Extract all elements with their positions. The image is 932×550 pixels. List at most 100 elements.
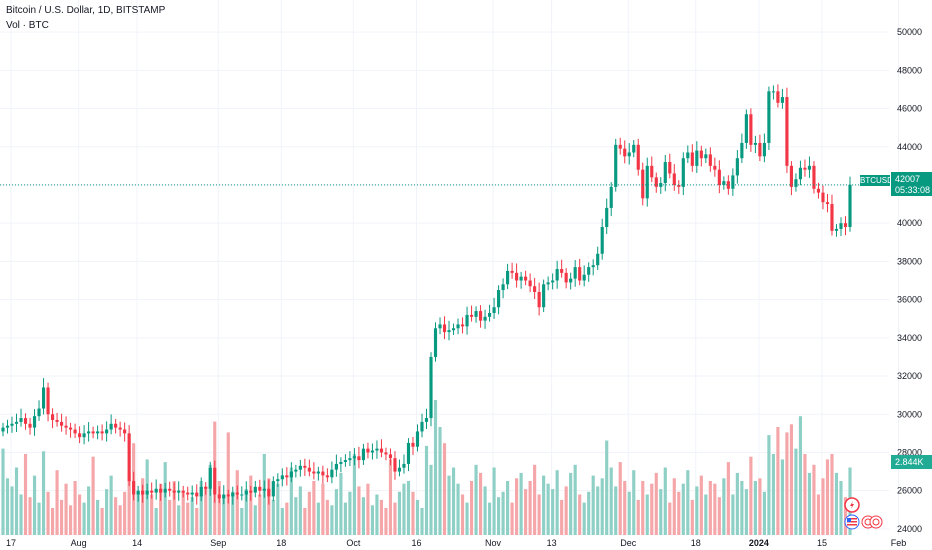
volume-bar [375,494,379,535]
candle [515,263,519,288]
us-flag-icon[interactable] [869,515,883,529]
candle-body [469,314,474,317]
volume-bar [708,481,712,535]
date-tick-label: 18 [276,538,286,548]
volume-bar [141,478,145,535]
volume-bar [672,478,676,535]
volume-bar [758,478,762,535]
candle-body [154,488,158,493]
grid-lines [0,0,900,535]
date-tick-label: Dec [620,538,637,548]
candle-body [375,448,379,451]
candle-body [816,188,821,193]
candle-body [100,431,104,434]
candle-body [600,227,604,254]
candle-body [159,488,163,493]
candle-body [442,324,447,333]
volume-bar [812,464,816,535]
volume-bar [424,445,429,535]
date-tick-label: 13 [547,538,557,548]
date-tick-label: 18 [691,538,701,548]
candle [69,422,73,438]
candle-body [713,165,717,170]
price-tick-label: 36000 [897,295,922,305]
candle [749,108,753,152]
volume-bar [537,494,541,535]
candle-body [348,458,352,461]
candle-body [533,286,537,292]
lightning-icon[interactable] [844,497,860,513]
candle-body [460,324,465,327]
candle-body [614,144,618,187]
price-tick-label: 30000 [897,409,922,419]
volume-bar [776,427,780,535]
candle-body [123,429,127,434]
candle [582,265,586,287]
volume-bar [195,508,199,535]
time-axis[interactable]: 17 Aug 14 Sep 18 Oct 16 Nov 13 Dec 18 2024 15 Feb [6,538,906,548]
candle-body [231,492,235,497]
candle-body [41,387,46,409]
candle [753,135,757,154]
candle [177,481,181,501]
volume-bar [803,454,807,535]
volume-bar [614,486,618,535]
candle [785,87,789,173]
volume-bar [50,508,55,535]
candle [235,485,239,500]
volume-bar [240,508,244,535]
volume-bar [114,497,118,535]
candle [726,175,730,195]
candle [690,144,694,172]
candle [762,133,766,163]
candle-body [591,265,595,268]
candle-body [222,494,226,499]
candle-body [145,490,149,495]
candle [420,413,424,438]
candle-body [830,204,834,231]
us-flag-icon[interactable] [844,514,860,530]
candle-body [105,429,109,434]
candle-body [528,280,532,287]
candle-body [596,253,600,266]
candle-body [717,169,721,185]
date-tick-label: Nov [485,538,502,548]
volume-bar [780,459,784,535]
candle [825,193,830,213]
candle-body [316,471,320,474]
candle-body [294,469,298,472]
candle [456,318,460,335]
candle-body [298,465,302,470]
candle [14,413,19,433]
volume-bar [397,491,402,535]
candle [821,185,825,210]
candle-body [325,475,329,478]
candle [451,323,456,335]
candle-body [798,167,803,180]
candle [609,182,613,217]
candle [123,422,127,442]
candle [469,305,474,322]
candle-body [807,165,812,170]
volume-bar [41,451,46,535]
candle-body [5,425,10,428]
candle-body [785,97,789,166]
volume-bar [668,502,672,535]
candle [402,454,406,474]
volume-bar [578,494,582,535]
candle [217,486,221,504]
candle [150,482,154,499]
volume-bar [573,464,577,535]
date-tick-label: 16 [411,538,421,548]
volume-bar [289,467,293,535]
volume-bar [330,505,334,535]
candle [573,260,577,287]
candle-body [686,152,690,159]
candle [357,446,361,469]
candle [564,268,568,289]
candle [82,425,86,445]
candle-body [23,418,28,424]
candle [366,442,370,459]
